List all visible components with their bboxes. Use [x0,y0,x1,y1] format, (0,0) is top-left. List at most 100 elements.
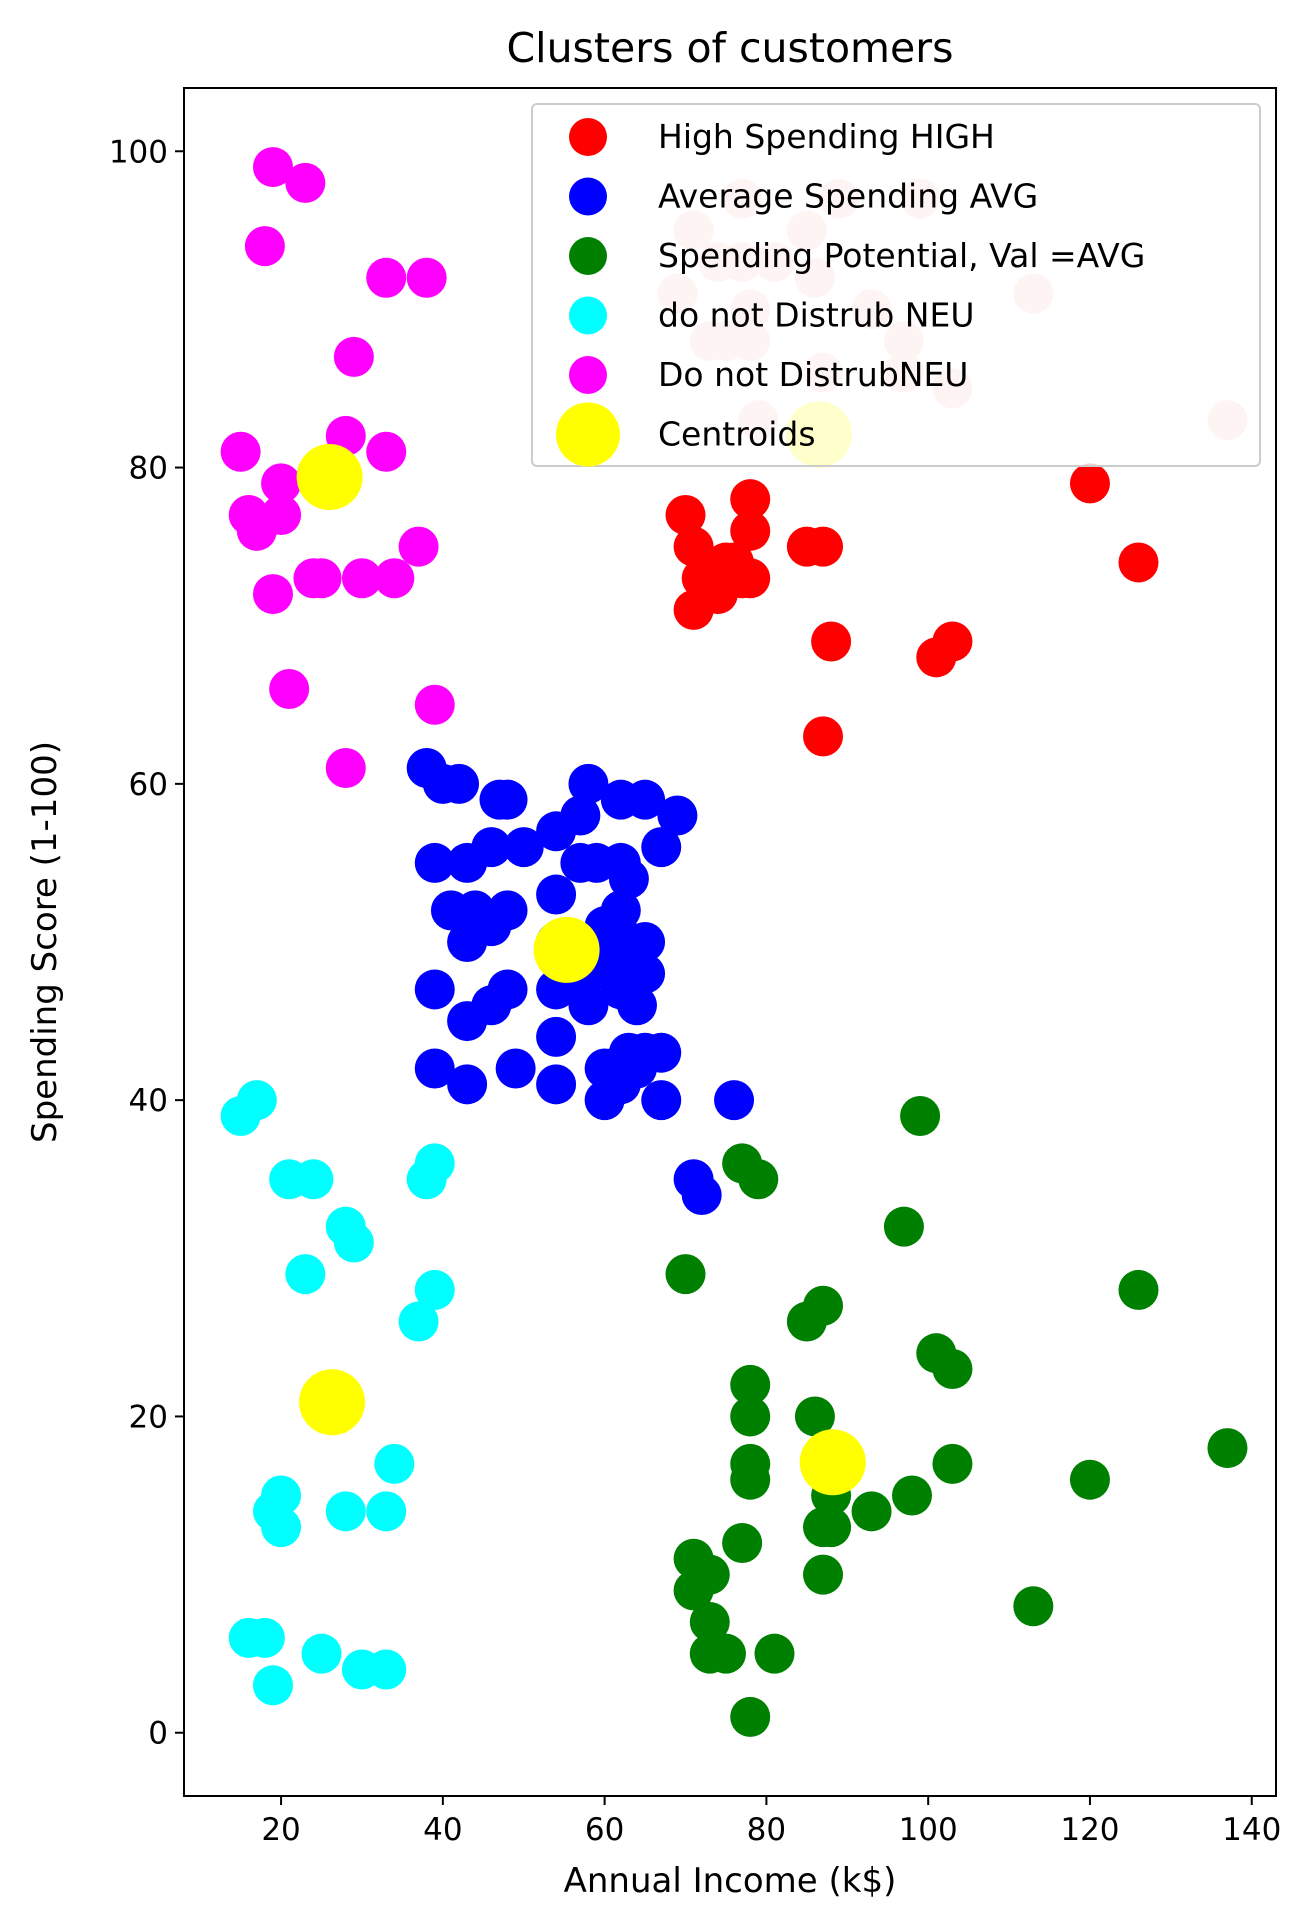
series-0-point-15 [811,621,852,662]
series-3-point-10 [293,1159,334,1200]
series-3-point-14 [333,1222,374,1263]
series-2-point-20 [803,1554,844,1595]
series-4-point-3 [244,226,285,267]
series-2-point-12 [730,1459,771,1500]
series-0-point-13 [803,526,844,567]
series-2-point-23 [851,1491,892,1532]
series-4-point-20 [406,257,447,298]
series-1-point-12 [471,827,512,868]
series-0-point-11 [730,558,771,599]
series-1-point-54 [641,1080,682,1121]
series-4-point-18 [374,558,415,599]
centroid-2 [299,1369,366,1436]
legend-marker-4 [569,356,607,394]
series-2-point-13 [730,1696,771,1737]
series-4-point-13 [325,748,366,789]
y-tick-label-40: 40 [129,1083,168,1119]
series-3-point-18 [374,1443,415,1484]
series-0-point-18 [1069,463,1110,504]
x-tick-label-80: 80 [747,1812,786,1848]
series-1-point-47 [616,985,657,1026]
x-tick-label-40: 40 [423,1812,462,1848]
legend-box [531,103,1261,467]
legend-label-5: Centroids [658,415,816,454]
series-3-point-4 [252,1665,293,1706]
series-2-point-22 [811,1507,852,1548]
y-tick-label-100: 100 [109,134,168,170]
plot-frame [183,87,1277,1797]
legend-label-2: Spending Potential, Val =AVG [658,236,1145,275]
series-4-point-5 [252,574,293,615]
series-1-point-6 [439,763,480,804]
series-1-point-17 [487,890,528,931]
legend-label-0: High Spending HIGH [658,117,995,156]
x-tick-label-60: 60 [585,1812,624,1848]
series-2-point-9 [730,1364,771,1405]
series-4-point-11 [301,558,342,599]
legend-marker-2 [569,237,607,275]
series-1-point-58 [681,1175,722,1216]
y-tick-label-20: 20 [129,1399,168,1435]
y-tick-label-0: 0 [148,1716,168,1752]
series-1-point-10 [447,1064,488,1105]
series-2-point-3 [689,1602,730,1643]
x-tick-label-100: 100 [899,1812,958,1848]
series-2-point-15 [754,1633,795,1674]
series-2-point-5 [689,1554,730,1595]
series-1-point-16 [487,779,528,820]
centroid-3 [799,1429,866,1496]
series-4-point-7 [261,495,302,535]
series-1-point-20 [503,827,544,868]
series-1-point-59 [714,1080,755,1121]
series-4-point-16 [366,257,407,298]
series-2-point-10 [730,1396,771,1437]
legend-marker-0 [569,118,607,156]
series-0-point-1 [673,526,714,567]
series-0-point-10 [730,510,771,551]
series-3-point-19 [398,1301,439,1342]
series-3-point-13 [325,1491,366,1532]
series-3-point-3 [244,1617,285,1658]
series-3-point-16 [366,1649,407,1690]
centroid-0 [296,444,363,511]
series-4-point-6 [261,463,302,504]
series-2-point-29 [932,1443,973,1484]
series-2-point-14 [738,1159,779,1200]
legend-label-1: Average Spending AVG [658,177,1038,216]
points-layer [220,147,1248,1737]
series-2-point-6 [705,1633,746,1674]
x-tick-label-140: 140 [1222,1812,1281,1848]
series-1-point-56 [657,795,698,836]
x-tick-label-120: 120 [1060,1812,1119,1848]
series-1-point-2 [414,969,455,1010]
chart-title: Clusters of customers [507,24,954,72]
y-axis-ticks: 0 20 40 60 80 100 [109,134,184,1752]
y-tick-label-60: 60 [129,767,168,803]
series-4-point-21 [414,684,455,725]
series-4-point-14 [333,336,374,377]
series-2-point-32 [1118,1269,1159,1310]
series-0-point-0 [665,495,706,535]
x-tick-label-20: 20 [261,1812,300,1848]
series-3-point-7 [261,1507,302,1548]
series-1-point-3 [414,1048,455,1089]
series-2-point-30 [1013,1586,1054,1627]
series-4-point-0 [220,431,261,472]
series-1-point-40 [600,890,641,931]
legend-marker-3 [569,296,607,335]
x-axis-label: Annual Income (k$) [564,1861,897,1901]
series-4-point-8 [269,668,310,709]
series-3-point-2 [236,1080,277,1121]
series-1-point-31 [568,985,609,1026]
series-3-point-21 [414,1143,455,1184]
series-3-point-22 [414,1269,455,1310]
series-2-point-33 [1207,1428,1248,1469]
y-tick-label-80: 80 [129,451,168,487]
series-2-point-7 [722,1522,763,1563]
legend-marker-1 [569,177,607,216]
series-2-point-26 [900,1095,941,1136]
legend-label-3: do not Distrub NEU [658,296,974,335]
series-1-point-50 [625,922,666,962]
y-axis-label: Spending Score (1-100) [25,741,65,1143]
series-1-point-51 [625,953,666,994]
